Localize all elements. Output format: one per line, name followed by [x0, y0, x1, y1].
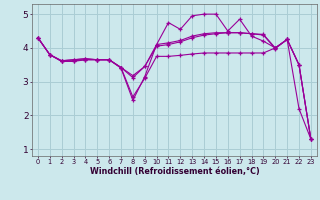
X-axis label: Windchill (Refroidissement éolien,°C): Windchill (Refroidissement éolien,°C) — [90, 167, 259, 176]
